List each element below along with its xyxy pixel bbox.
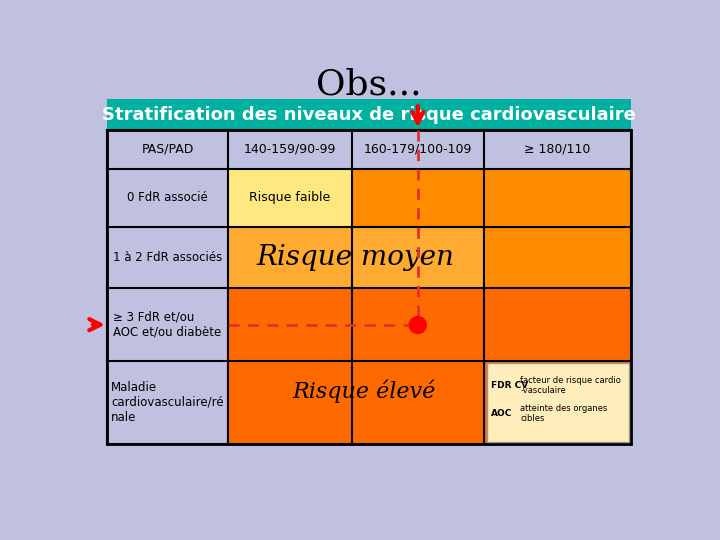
Text: 0 FdR associé: 0 FdR associé <box>127 191 208 204</box>
Text: ≥ 180/110: ≥ 180/110 <box>524 143 590 156</box>
Text: Risque faible: Risque faible <box>249 191 330 204</box>
Bar <box>107 130 631 444</box>
Text: 1 à 2 FdR associés: 1 à 2 FdR associés <box>113 251 222 264</box>
Text: ≥ 3 FdR et/ou
AOC et/ou diabète: ≥ 3 FdR et/ou AOC et/ou diabète <box>113 310 222 339</box>
Text: Risque moyen: Risque moyen <box>257 244 455 271</box>
Text: facteur de risque cardio
-vasculaire: facteur de risque cardio -vasculaire <box>520 376 621 395</box>
Text: 160-179/100-109: 160-179/100-109 <box>364 143 472 156</box>
Bar <box>487 363 629 442</box>
Text: Risque élevé: Risque élevé <box>292 380 435 403</box>
Bar <box>107 99 631 130</box>
Bar <box>228 226 484 288</box>
Text: atteinte des organes
cibles: atteinte des organes cibles <box>520 403 608 423</box>
Bar <box>228 288 631 444</box>
Text: AOC: AOC <box>490 409 512 418</box>
Text: Obs...: Obs... <box>316 67 422 101</box>
Text: FDR CV: FDR CV <box>490 381 528 390</box>
Text: Stratification des niveaux de risque cardiovasculaire: Stratification des niveaux de risque car… <box>102 106 636 124</box>
Bar <box>484 226 631 288</box>
Bar <box>228 168 352 226</box>
Text: 140-159/90-99: 140-159/90-99 <box>244 143 336 156</box>
Text: PAS/PAD: PAS/PAD <box>141 143 194 156</box>
Circle shape <box>409 316 426 334</box>
Text: Maladie
cardiovasculaire/ré
nale: Maladie cardiovasculaire/ré nale <box>111 381 224 424</box>
Bar <box>352 168 631 226</box>
